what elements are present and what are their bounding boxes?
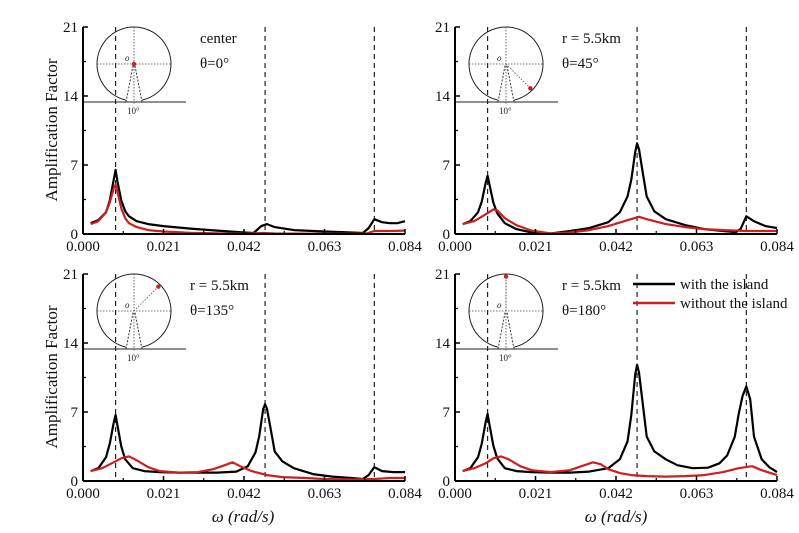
y-tick-label: 21 (63, 267, 78, 283)
legend-label: with the island (680, 277, 769, 293)
x-tick-label: 0.000 (438, 486, 472, 502)
y-tick-label: 14 (63, 89, 79, 105)
inset-diagram: o 10° (455, 273, 558, 363)
series-line-without-island (462, 208, 777, 235)
inset-observation-point (156, 284, 161, 289)
inset-radius-line (133, 286, 159, 312)
inset-origin-label: o (497, 300, 502, 310)
inset-observation-point (528, 86, 533, 91)
inset-angle-label: 10° (499, 106, 512, 116)
inset-diagram: o 10° (455, 26, 558, 116)
legend-label: without the island (680, 296, 788, 312)
panel-bottom-left: o 10° 0 7 14 21 0.000 0.021 0.042 0.063 0.084 r = 5… (63, 267, 422, 502)
y-tick-label: 7 (71, 405, 79, 421)
inset-island (497, 65, 515, 103)
inset-observation-point (131, 61, 137, 67)
y-tick-label: 14 (63, 336, 79, 352)
inset-radius-line (505, 63, 531, 89)
inset-angle-label: 10° (127, 353, 140, 363)
series-line-with-island (462, 363, 778, 474)
x-tick-label: 0.063 (680, 239, 714, 255)
inset-origin-label: o (125, 300, 130, 310)
inset-diagram: o 10° (83, 273, 186, 363)
series-line-without-island (90, 455, 405, 481)
x-tick-label: 0.021 (147, 239, 181, 255)
series-line-without-island (462, 455, 778, 478)
y-tick-label: 21 (435, 20, 450, 36)
y-tick-label: 21 (435, 267, 450, 283)
y-tick-label: 7 (71, 158, 79, 174)
inset-island (125, 65, 143, 103)
panel-annotation-angle: θ=180° (562, 303, 606, 319)
x-tick-label: 0.084 (388, 239, 422, 255)
inset-island (125, 312, 143, 350)
y-tick-label: 0 (71, 474, 79, 490)
x-tick-label: 0.000 (66, 486, 100, 502)
x-tick-label: 0.021 (519, 239, 553, 255)
x-tick-label: 0.063 (308, 486, 342, 502)
inset-island (497, 312, 515, 350)
x-tick-label: 0.084 (760, 486, 794, 502)
x-tick-label: 0.021 (519, 486, 553, 502)
panel-bottom-right: o 10° 0 7 14 21 0.000 0.021 0.042 0.063 0.084 r = 5… (435, 267, 794, 502)
y-tick-label: 7 (443, 405, 451, 421)
x-axis-label-left: ω (rad/s) (212, 507, 275, 526)
x-tick-label: 0.042 (599, 486, 633, 502)
x-tick-label: 0.084 (760, 239, 794, 255)
inset-observation-point (503, 274, 509, 279)
inset-angle-label: 10° (127, 106, 140, 116)
x-tick-label: 0.084 (388, 486, 422, 502)
panel-annotation-angle: θ=135° (190, 303, 234, 319)
y-tick-label: 7 (443, 158, 451, 174)
x-tick-label: 0.000 (438, 239, 472, 255)
x-tick-label: 0.021 (147, 486, 181, 502)
series-line-without-island (90, 183, 406, 235)
series-line-with-island (90, 403, 405, 481)
legend: with the island without the island (633, 277, 788, 312)
y-tick-label: 0 (71, 227, 79, 243)
y-tick-label: 14 (435, 89, 451, 105)
panel-annotation-angle: θ=0° (200, 56, 229, 72)
panel-annotation-location: center (200, 31, 237, 47)
y-tick-label: 14 (435, 336, 451, 352)
y-axis-label-top: Amplification Factor (42, 58, 61, 201)
panel-annotation-location: r = 5.5km (562, 31, 621, 47)
x-tick-label: 0.042 (599, 239, 633, 255)
x-axis-label-right: ω (rad/s) (585, 507, 648, 526)
x-tick-label: 0.000 (66, 239, 100, 255)
panel-annotation-angle: θ=45° (562, 56, 599, 72)
panel-annotation-location: r = 5.5km (190, 278, 249, 294)
panel-annotation-location: r = 5.5km (562, 278, 621, 294)
x-tick-label: 0.063 (680, 486, 714, 502)
panel-top-left: o 10° 0 7 14 21 0.000 0.021 0.042 0.063 0.084 cente… (63, 20, 422, 255)
y-tick-label: 21 (63, 20, 78, 36)
x-tick-label: 0.042 (227, 239, 261, 255)
inset-angle-label: 10° (499, 353, 512, 363)
y-tick-label: 0 (443, 227, 451, 243)
inset-origin-label: o (497, 53, 502, 63)
inset-diagram: o 10° (83, 26, 186, 116)
x-tick-label: 0.063 (308, 239, 342, 255)
y-tick-label: 0 (443, 474, 451, 490)
inset-origin-label: o (125, 53, 130, 63)
series-line-with-island (90, 168, 406, 235)
panel-top-right: o 10° 0 7 14 21 0.000 0.021 0.042 0.063 0.084 r = 5… (435, 20, 794, 255)
x-tick-label: 0.042 (227, 486, 261, 502)
y-axis-label-bottom: Amplification Factor (42, 305, 61, 448)
